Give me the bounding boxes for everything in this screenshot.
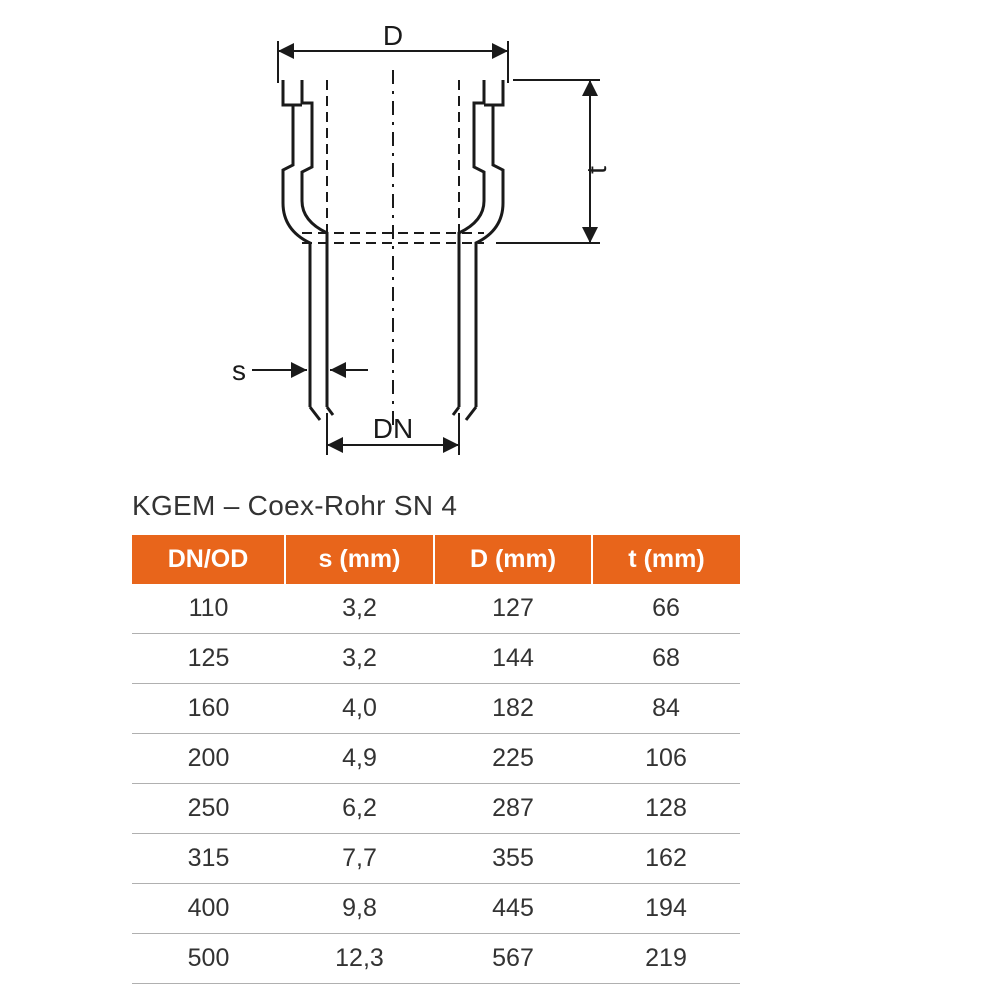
cell-dn: 160 bbox=[132, 684, 285, 734]
cell-t: 219 bbox=[592, 934, 740, 984]
dim-label-t: t bbox=[581, 166, 612, 174]
cell-t: 128 bbox=[592, 784, 740, 834]
table-row: 3157,7355162 bbox=[132, 834, 740, 884]
cell-d: 225 bbox=[434, 734, 592, 784]
table-row: 4009,8445194 bbox=[132, 884, 740, 934]
cell-dn: 125 bbox=[132, 634, 285, 684]
cell-dn: 110 bbox=[132, 584, 285, 634]
cell-dn: 500 bbox=[132, 934, 285, 984]
cell-d: 127 bbox=[434, 584, 592, 634]
table-row: 1604,018284 bbox=[132, 684, 740, 734]
cell-dn: 250 bbox=[132, 784, 285, 834]
cell-d: 567 bbox=[434, 934, 592, 984]
cell-d: 445 bbox=[434, 884, 592, 934]
cell-s: 3,2 bbox=[285, 634, 434, 684]
cell-s: 6,2 bbox=[285, 784, 434, 834]
cell-s: 3,2 bbox=[285, 584, 434, 634]
specs-table: DN/OD s (mm) D (mm) t (mm) 1103,21276612… bbox=[132, 535, 740, 984]
table-header-row: DN/OD s (mm) D (mm) t (mm) bbox=[132, 535, 740, 584]
cell-s: 4,9 bbox=[285, 734, 434, 784]
pipe-cross-section-diagram: D t bbox=[180, 25, 780, 465]
cell-t: 106 bbox=[592, 734, 740, 784]
cell-t: 84 bbox=[592, 684, 740, 734]
cell-t: 162 bbox=[592, 834, 740, 884]
cell-s: 12,3 bbox=[285, 934, 434, 984]
cell-t: 66 bbox=[592, 584, 740, 634]
cell-dn: 400 bbox=[132, 884, 285, 934]
cell-dn: 315 bbox=[132, 834, 285, 884]
dim-label-d: D bbox=[383, 25, 403, 51]
cell-dn: 200 bbox=[132, 734, 285, 784]
col-header-s: s (mm) bbox=[285, 535, 434, 584]
cell-s: 4,0 bbox=[285, 684, 434, 734]
table-row: 1103,212766 bbox=[132, 584, 740, 634]
col-header-t: t (mm) bbox=[592, 535, 740, 584]
cell-d: 355 bbox=[434, 834, 592, 884]
cell-t: 68 bbox=[592, 634, 740, 684]
cell-d: 182 bbox=[434, 684, 592, 734]
cell-s: 7,7 bbox=[285, 834, 434, 884]
dim-label-dn: DN bbox=[373, 413, 413, 444]
cell-d: 287 bbox=[434, 784, 592, 834]
table-row: 50012,3567219 bbox=[132, 934, 740, 984]
table-row: 2004,9225106 bbox=[132, 734, 740, 784]
table-title: KGEM – Coex-Rohr SN 4 bbox=[132, 490, 457, 522]
table-row: 2506,2287128 bbox=[132, 784, 740, 834]
col-header-d: D (mm) bbox=[434, 535, 592, 584]
table-row: 1253,214468 bbox=[132, 634, 740, 684]
cell-d: 144 bbox=[434, 634, 592, 684]
cell-t: 194 bbox=[592, 884, 740, 934]
col-header-dn: DN/OD bbox=[132, 535, 285, 584]
cell-s: 9,8 bbox=[285, 884, 434, 934]
dim-label-s: s bbox=[232, 355, 246, 386]
